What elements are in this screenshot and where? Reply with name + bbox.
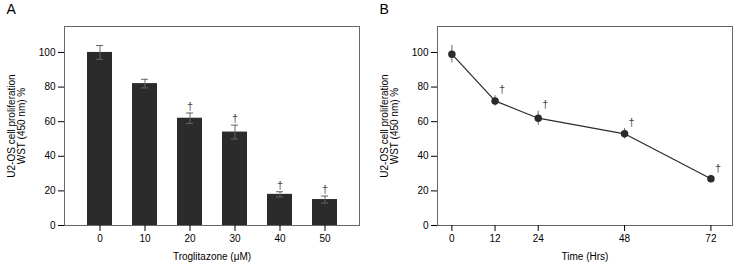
svg-text:†: † xyxy=(499,83,505,95)
svg-text:†: † xyxy=(277,179,283,191)
svg-text:0: 0 xyxy=(50,220,56,231)
svg-text:20: 20 xyxy=(44,185,56,196)
svg-text:30: 30 xyxy=(229,233,241,244)
svg-text:†: † xyxy=(629,116,635,128)
svg-text:U2-OS cell proliferationWST (4: U2-OS cell proliferationWST (450 nm) % xyxy=(379,74,400,177)
svg-text:40: 40 xyxy=(44,150,56,161)
svg-text:Time (Hrs): Time (Hrs) xyxy=(562,251,609,262)
svg-text:100: 100 xyxy=(412,47,429,58)
svg-text:†: † xyxy=(322,183,328,195)
svg-text:24: 24 xyxy=(533,233,545,244)
svg-text:100: 100 xyxy=(39,47,56,58)
svg-text:†: † xyxy=(715,162,721,174)
svg-text:†: † xyxy=(232,112,238,124)
svg-text:U2-OS cell proliferationWST (4: U2-OS cell proliferationWST (450 nm) % xyxy=(6,74,27,177)
svg-text:40: 40 xyxy=(417,150,429,161)
svg-text:50: 50 xyxy=(319,233,331,244)
svg-text:0: 0 xyxy=(97,233,103,244)
svg-text:60: 60 xyxy=(417,116,429,127)
svg-text:10: 10 xyxy=(139,233,151,244)
svg-text:72: 72 xyxy=(705,233,717,244)
svg-text:†: † xyxy=(542,98,548,110)
svg-text:60: 60 xyxy=(44,116,56,127)
svg-text:0: 0 xyxy=(423,220,429,231)
svg-text:B: B xyxy=(380,1,389,17)
svg-text:48: 48 xyxy=(619,233,631,244)
svg-text:80: 80 xyxy=(417,81,429,92)
svg-text:40: 40 xyxy=(274,233,286,244)
svg-text:12: 12 xyxy=(489,233,501,244)
svg-text:†: † xyxy=(187,100,193,112)
svg-text:80: 80 xyxy=(44,81,56,92)
svg-text:20: 20 xyxy=(417,185,429,196)
svg-text:A: A xyxy=(7,1,17,17)
svg-text:20: 20 xyxy=(184,233,196,244)
svg-text:0: 0 xyxy=(449,233,455,244)
svg-text:Troglitazone (μM): Troglitazone (μM) xyxy=(173,251,251,262)
